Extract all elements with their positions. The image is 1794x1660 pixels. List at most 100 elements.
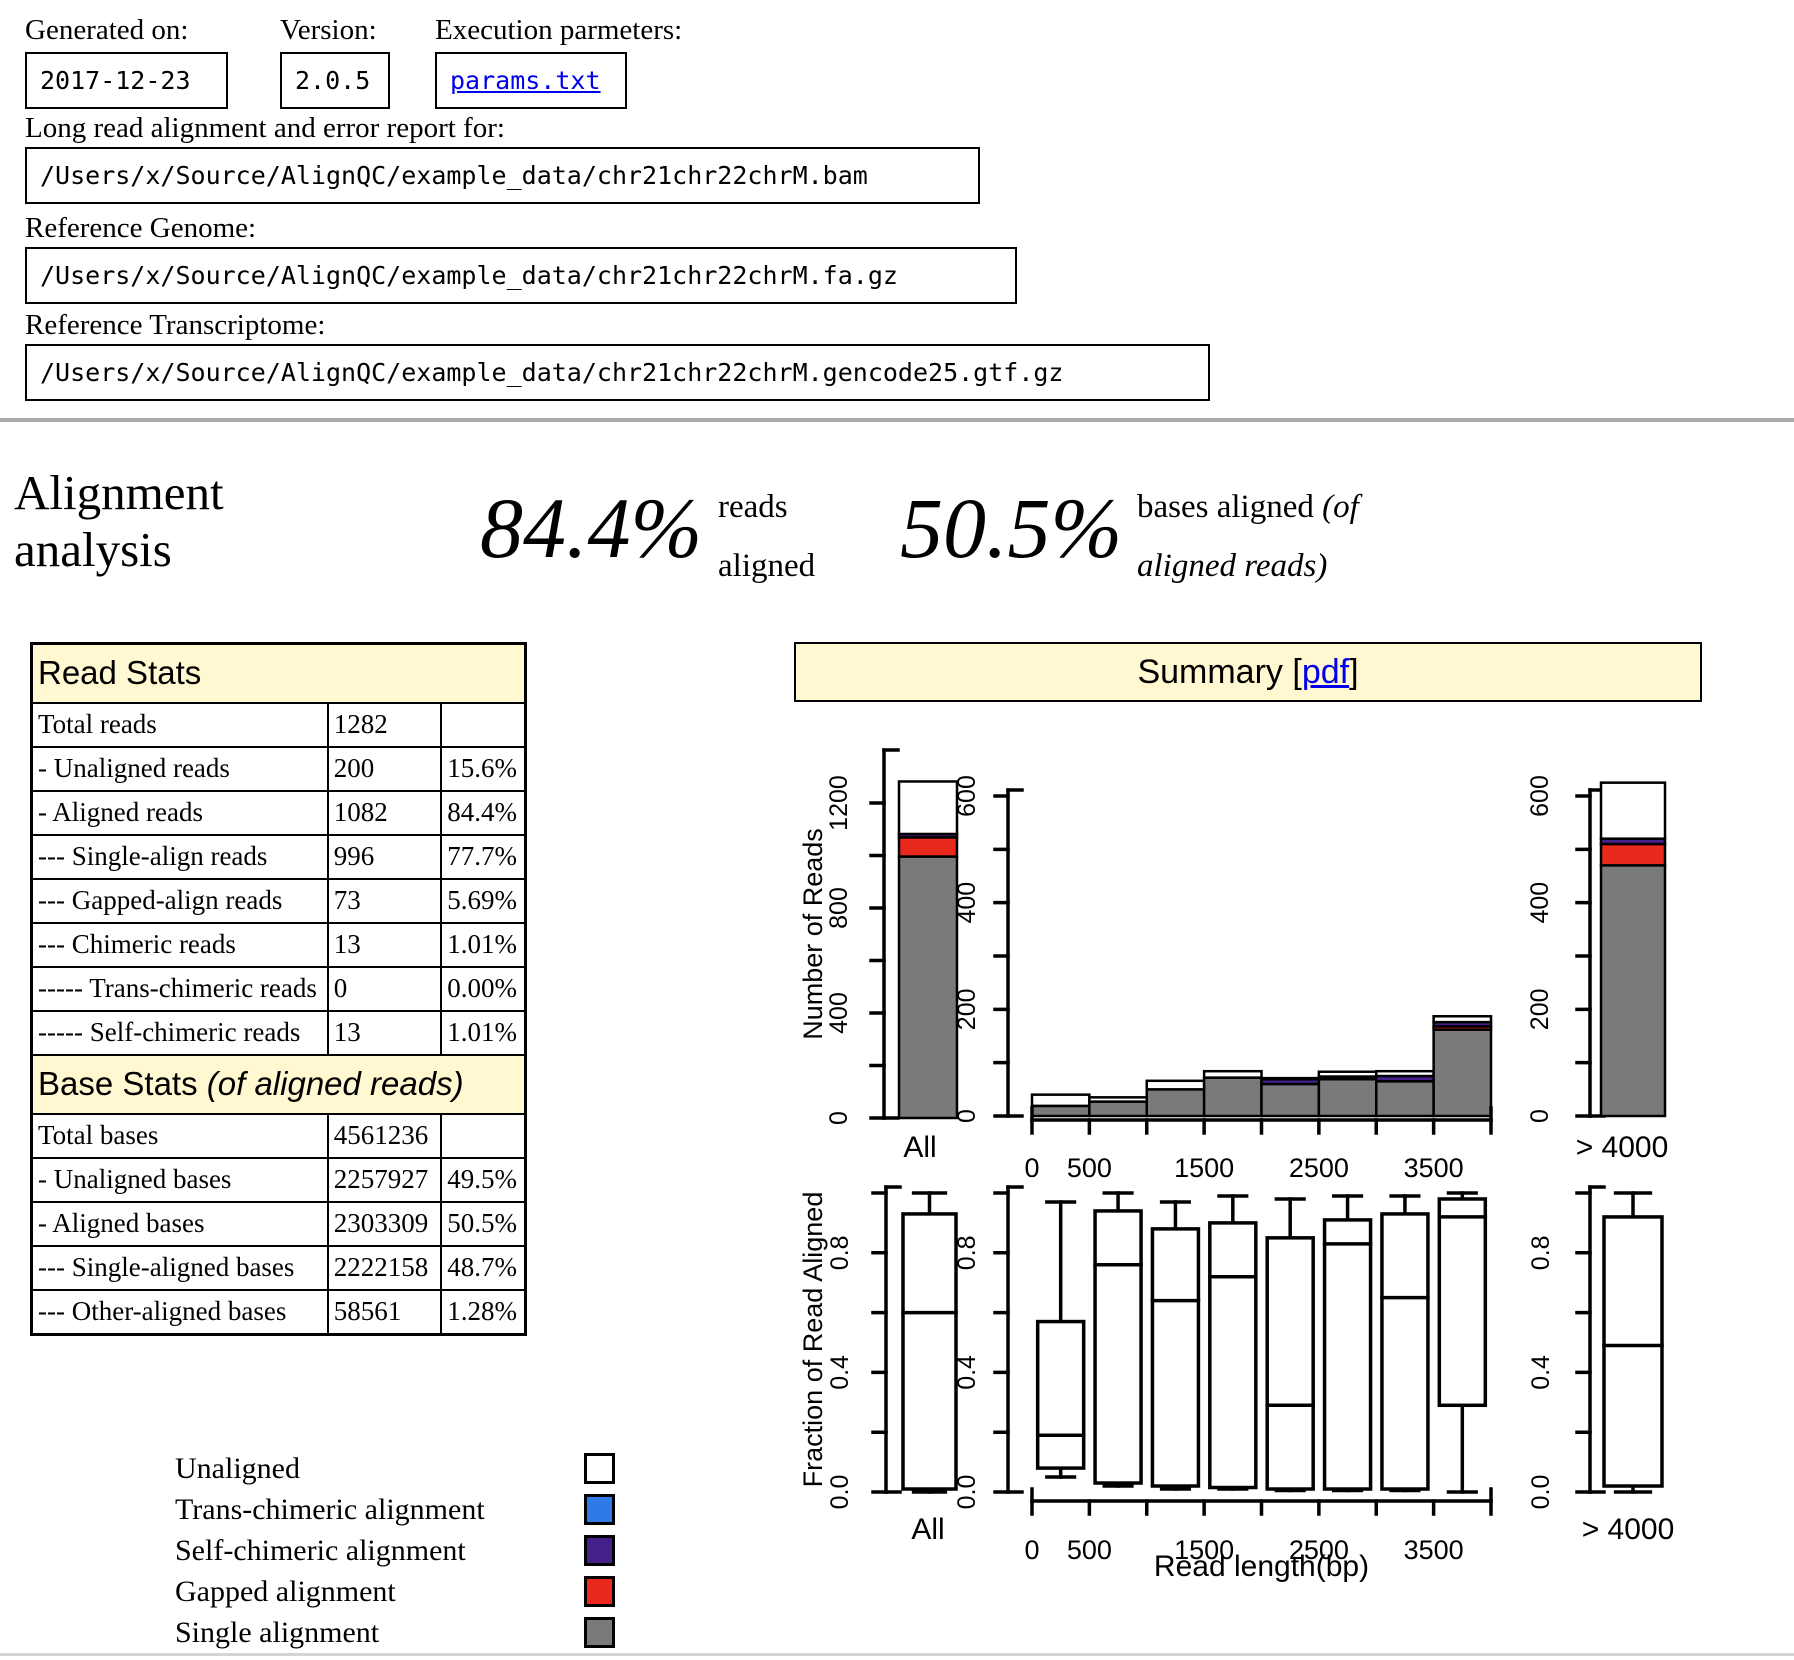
axis-tick-label: 0	[953, 1109, 981, 1123]
ref-genome-path: /Users/x/Source/AlignQC/example_data/chr…	[40, 261, 898, 290]
x-axis-title: Read length(bp)	[1154, 1550, 1369, 1583]
axis-tick-label: 600	[953, 775, 981, 817]
table-cell: - Unaligned bases	[30, 1157, 329, 1203]
boxplot-box	[1380, 1212, 1430, 1491]
bar-segment	[1088, 1100, 1148, 1118]
y-axis-title: Number of Reads	[798, 828, 828, 1040]
axis-tick-label: 0.8	[953, 1235, 981, 1270]
category-label: > 4000	[1576, 1131, 1669, 1164]
bar-segment	[1030, 1093, 1091, 1108]
table-cell: 73	[326, 878, 443, 924]
axis-tick-label: 0	[1526, 1109, 1554, 1123]
axis-tick-label: 0.0	[826, 1475, 854, 1510]
report-for-label: Long read alignment and error report for…	[25, 112, 505, 144]
axis-tick-label: 3500	[1404, 1535, 1464, 1565]
axis-tick-label: 0	[1024, 1535, 1039, 1565]
params-txt-link[interactable]: params.txt	[450, 66, 601, 95]
boxplot-box	[1602, 1215, 1664, 1488]
bar-segment	[1432, 1015, 1493, 1024]
page-title: Alignment analysis	[14, 465, 224, 577]
legend-swatch	[584, 1535, 615, 1566]
table-cell	[440, 1113, 527, 1159]
bar-segment	[1317, 1077, 1378, 1118]
axis-tick-label: 0.0	[1527, 1475, 1555, 1510]
legend-label: Unaligned	[175, 1451, 300, 1485]
axis-tick-label: 0.4	[826, 1355, 854, 1390]
table-cell: 50.5%	[440, 1201, 527, 1247]
axis-tick-label: 1500	[1174, 1535, 1234, 1565]
boxplot-box	[1265, 1236, 1315, 1491]
legend-label: Gapped alignment	[175, 1574, 396, 1608]
legend-label: Self-chimeric alignment	[175, 1533, 466, 1567]
bar-segment	[1375, 1069, 1435, 1078]
ref-transcriptome-label: Reference Transcriptome:	[25, 309, 326, 341]
axis-tick-label: 2500	[1289, 1153, 1349, 1183]
bar-segment	[1145, 1079, 1206, 1091]
table-cell: 2222158	[326, 1245, 443, 1291]
table-cell: - Unaligned reads	[30, 746, 329, 792]
axis-tick-label: 0.8	[826, 1235, 854, 1270]
table-cell: Total bases	[30, 1113, 329, 1159]
axis-tick-label: 2500	[1289, 1535, 1349, 1565]
bar-segment	[1599, 781, 1667, 840]
boxplot-box	[1150, 1227, 1201, 1488]
table-cell: 2257927	[326, 1157, 443, 1203]
ref-genome-path-box: /Users/x/Source/AlignQC/example_data/chr…	[25, 247, 1017, 304]
legend-swatch	[584, 1453, 615, 1484]
table-row: - Aligned reads 1082 84.4%	[30, 790, 527, 836]
exec-params-label: Execution parmeters:	[435, 14, 683, 46]
reads-aligned-pct: 84.4%	[480, 480, 703, 576]
version-value: 2.0.5	[295, 66, 371, 95]
table-cell: ----- Self-chimeric reads	[30, 1010, 329, 1056]
version-value-box: 2.0.5	[280, 52, 390, 109]
table-cell	[440, 702, 527, 748]
ref-genome-label: Reference Genome:	[25, 212, 257, 244]
table-row: Total bases 4561236	[30, 1113, 527, 1159]
axis-tick-label: 0	[1024, 1153, 1039, 1183]
axis-tick-label: 0.4	[953, 1355, 981, 1390]
bar-segment	[1088, 1096, 1148, 1103]
table-cell: 13	[326, 922, 443, 968]
table-cell: --- Single-align reads	[30, 834, 329, 880]
bases-aligned-caption: bases aligned (of aligned reads)	[1137, 489, 1359, 585]
bases-aligned-pct: 50.5%	[900, 480, 1123, 576]
boxplot-box	[1322, 1218, 1373, 1491]
table-cell: 4561236	[326, 1113, 443, 1159]
table-cell: 77.7%	[440, 834, 527, 880]
legend-item: Trans-chimeric alignment	[175, 1489, 615, 1530]
axis-tick-label: 400	[825, 992, 853, 1034]
summary-pdf-link[interactable]: pdf	[1301, 652, 1350, 691]
bar-segment	[1030, 1104, 1091, 1118]
table-cell: 15.6%	[440, 746, 527, 792]
bar-segment	[1432, 1028, 1493, 1118]
generated-on-value: 2017-12-23	[40, 66, 191, 95]
table-cell: 13	[326, 1010, 443, 1056]
boxplot-box	[1437, 1197, 1488, 1408]
axis-tick-label: 0	[825, 1111, 853, 1125]
table-cell: 0.00%	[440, 966, 527, 1012]
table-row: --- Chimeric reads 13 1.01%	[30, 922, 527, 968]
legend-item: Single alignment	[175, 1612, 615, 1653]
table-cell: 0	[326, 966, 443, 1012]
axis-tick-label: 0.0	[953, 1475, 981, 1510]
bam-path: /Users/x/Source/AlignQC/example_data/chr…	[40, 161, 868, 190]
axis-tick-label: 200	[953, 988, 981, 1030]
boxplot-box	[1208, 1221, 1258, 1490]
generated-on-label: Generated on:	[25, 14, 189, 46]
generated-on-value-box: 2017-12-23	[25, 52, 228, 109]
read-stats-header: Read Stats	[30, 642, 527, 704]
axis-tick-label: 600	[1526, 775, 1554, 817]
table-row: - Unaligned bases 2257927 49.5%	[30, 1157, 527, 1203]
table-cell: --- Gapped-align reads	[30, 878, 329, 924]
table-cell: 996	[326, 834, 443, 880]
table-cell: --- Other-aligned bases	[30, 1289, 329, 1336]
table-row: --- Gapped-align reads 73 5.69%	[30, 878, 527, 924]
boxplot-box	[901, 1212, 958, 1491]
table-cell: 1.28%	[440, 1289, 527, 1336]
legend-label: Trans-chimeric alignment	[175, 1492, 485, 1526]
table-row: ----- Trans-chimeric reads 0 0.00%	[30, 966, 527, 1012]
table-cell: - Aligned reads	[30, 790, 329, 836]
bar-segment	[1145, 1088, 1206, 1118]
axis-tick-label: 0.4	[1527, 1355, 1555, 1390]
ref-transcriptome-path: /Users/x/Source/AlignQC/example_data/chr…	[40, 358, 1064, 387]
